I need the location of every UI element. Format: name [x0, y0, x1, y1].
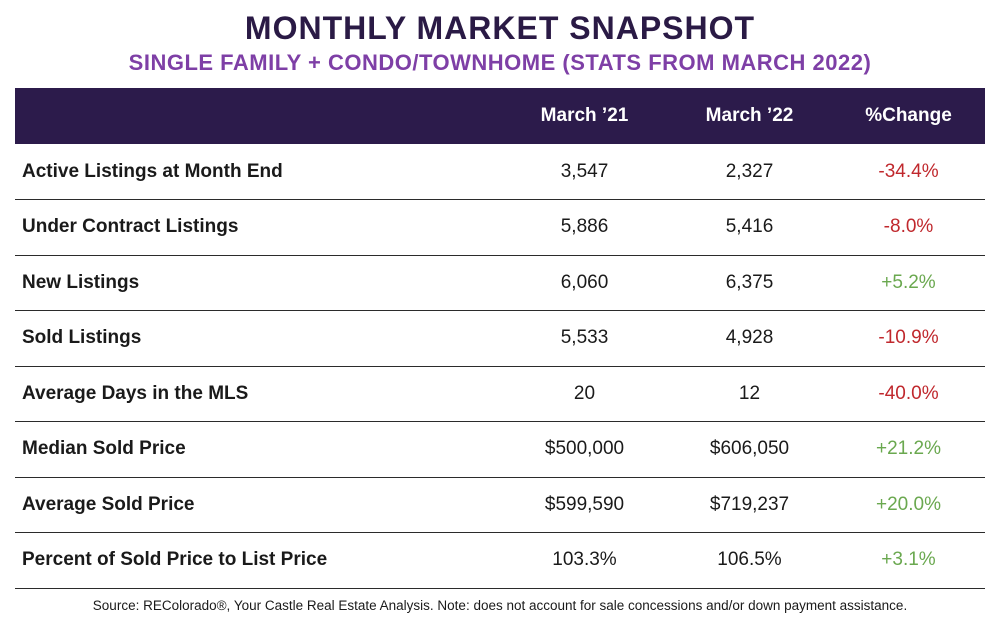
row-march-22-value: 12	[667, 366, 832, 422]
table-row: Under Contract Listings 5,886 5,416 -8.0%	[15, 199, 985, 256]
row-change-value: +5.2%	[832, 255, 985, 311]
row-march-22-value: $606,050	[667, 421, 832, 478]
row-march-22-value: 106.5%	[667, 532, 832, 589]
row-change-value: +20.0%	[832, 477, 985, 533]
row-label: Under Contract Listings	[15, 199, 502, 256]
snapshot-table: March ’21 March ’22 %Change Active Listi…	[15, 88, 985, 589]
row-change-value: -10.9%	[832, 310, 985, 367]
row-change-value: +21.2%	[832, 421, 985, 478]
header-march-22: March ’22	[705, 105, 794, 126]
table-row: Active Listings at Month End 3,547 2,327 -3…	[15, 144, 985, 200]
header-change: %Change	[865, 105, 952, 126]
row-march-21-value: $599,590	[502, 477, 667, 533]
table-row: Average Days in the MLS 20 12 -40.0%	[15, 366, 985, 422]
row-label: Average Days in the MLS	[15, 366, 502, 422]
table-row: Sold Listings 5,533 4,928 -10.9%	[15, 310, 985, 367]
table-row: New Listings 6,060 6,375 +5.2%	[15, 255, 985, 311]
row-change-value: -40.0%	[832, 366, 985, 422]
row-label: Average Sold Price	[15, 477, 502, 533]
row-march-22-value: 4,928	[667, 310, 832, 367]
header-label	[15, 88, 502, 144]
row-march-22-value: 5,416	[667, 199, 832, 256]
row-march-21-value: 103.3%	[502, 532, 667, 589]
row-change-value: +3.1%	[832, 532, 985, 589]
row-march-22-value: 2,327	[667, 144, 832, 200]
header-march-21: March ’21	[540, 105, 629, 126]
table-row: Average Sold Price $599,590 $719,237 +20.0%	[15, 477, 985, 533]
row-march-21-value: 20	[502, 366, 667, 422]
table-row: Median Sold Price $500,000 $606,050 +21.2%	[15, 421, 985, 478]
source-note: Source: REColorado®, Your Castle Real Es…	[92, 598, 908, 613]
row-change-value: -34.4%	[832, 144, 985, 200]
row-label: Active Listings at Month End	[15, 144, 502, 200]
row-march-21-value: 5,886	[502, 199, 667, 256]
page-title: MONTHLY MARKET SNAPSHOT	[244, 10, 756, 46]
row-label: Median Sold Price	[15, 421, 502, 478]
table-row: Percent of Sold Price to List Price 103.3…	[15, 532, 985, 589]
row-march-21-value: 6,060	[502, 255, 667, 311]
row-march-22-value: $719,237	[667, 477, 832, 533]
page-subtitle: SINGLE FAMILY + CONDO/TOWNHOME (STATS FR…	[128, 50, 872, 75]
row-change-value: -8.0%	[832, 199, 985, 256]
row-label: New Listings	[15, 255, 502, 311]
row-march-22-value: 6,375	[667, 255, 832, 311]
row-label: Percent of Sold Price to List Price	[15, 532, 502, 589]
row-label: Sold Listings	[15, 310, 502, 367]
row-march-21-value: $500,000	[502, 421, 667, 478]
table-header-row: March ’21 March ’22 %Change	[15, 88, 985, 144]
row-march-21-value: 5,533	[502, 310, 667, 367]
row-march-21-value: 3,547	[502, 144, 667, 200]
